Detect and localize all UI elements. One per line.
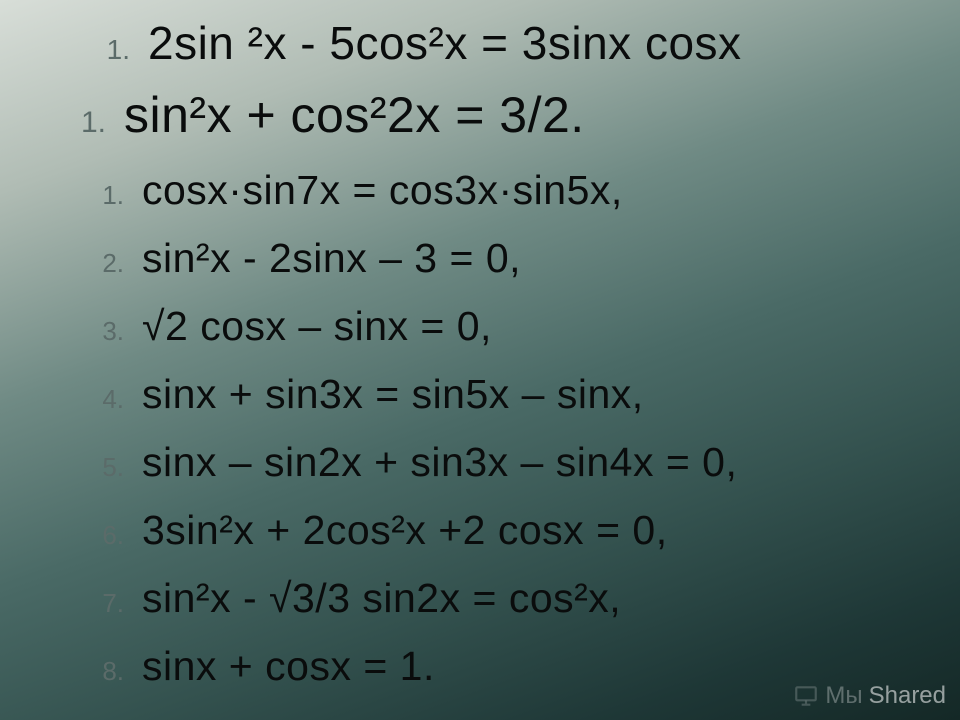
list-number: 7. [68,590,142,616]
list-number: 2. [68,250,142,276]
equation-text: sin²x - √3/3 sin2x = cos²x, [142,578,621,619]
equation-row: 1. cosx·sin7x = cos3x·sin5x, [68,162,960,230]
watermark: Мы Shared [793,682,946,710]
equation-row: 7. sin²x - √3/3 sin2x = cos²x, [68,570,960,638]
list-number: 8. [68,658,142,684]
equation-row: 2. sin²x - 2sinx – 3 = 0, [68,230,960,298]
equation-row: 1. 2sin ²x - 5cos²x = 3sinx cosx [68,14,960,82]
equation-text: sinx + sin3x = sin5x – sinx, [142,374,644,415]
equation-row: 1. sin²x + cos²2x = 3/2. [68,82,960,162]
slide: 1. 2sin ²x - 5cos²x = 3sinx cosx 1. sin²… [0,0,960,720]
list-number: 1. [50,108,124,138]
watermark-text-left: Мы [825,682,862,710]
equation-text: sinx – sin2x + sin3x – sin4x = 0, [142,442,737,483]
list-number: 5. [68,454,142,480]
list-number: 3. [68,318,142,344]
list-number: 6. [68,522,142,548]
equation-text: sin²x + cos²2x = 3/2. [124,90,585,140]
equation-row: 3. √2 cosx – sinx = 0, [68,298,960,366]
equation-text: √2 cosx – sinx = 0, [142,306,492,347]
equation-text: sin²x - 2sinx – 3 = 0, [142,238,521,279]
equation-text: 3sin²x + 2cos²x +2 cosx = 0, [142,510,668,551]
list-number: 1. [74,36,148,64]
watermark-text-right: Shared [869,682,946,710]
list-number: 4. [68,386,142,412]
equation-text: 2sin ²x - 5cos²x = 3sinx cosx [148,20,742,66]
equation-text: cosx·sin7x = cos3x·sin5x, [142,170,623,211]
presentation-icon [793,683,819,709]
equation-row: 4. sinx + sin3x = sin5x – sinx, [68,366,960,434]
equation-row: 5. sinx – sin2x + sin3x – sin4x = 0, [68,434,960,502]
equation-text: sinx + cosx = 1. [142,646,435,687]
list-number: 1. [68,182,142,208]
equation-row: 6. 3sin²x + 2cos²x +2 cosx = 0, [68,502,960,570]
